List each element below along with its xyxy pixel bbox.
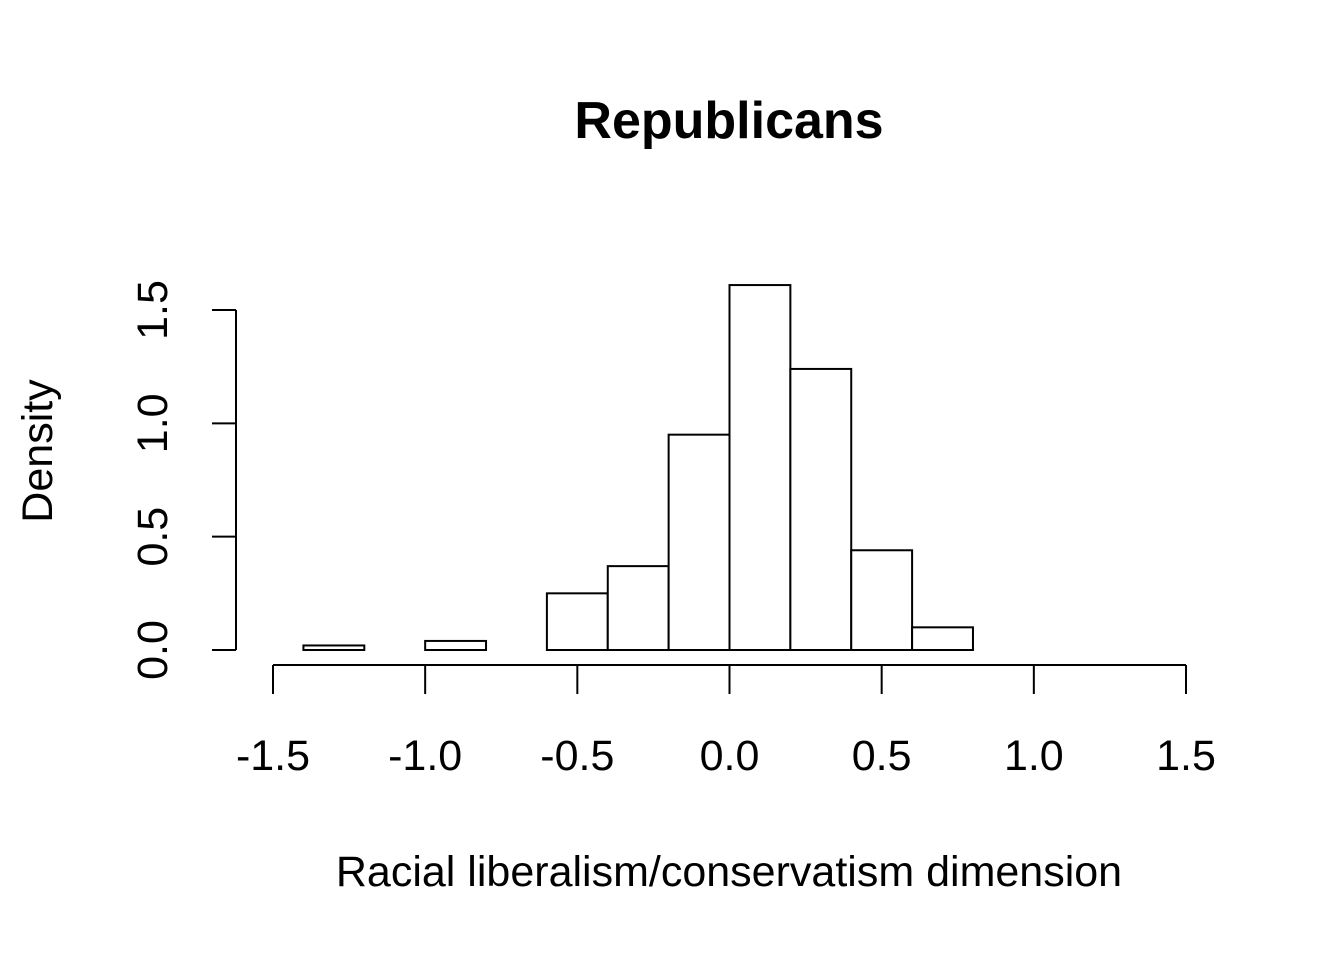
y-tick-label: 1.0: [129, 393, 177, 453]
y-tick-label: 0.5: [129, 507, 177, 567]
x-axis-ticks: -1.5 -1.0 -0.5 0.0 0.5 1.0 1.5: [236, 665, 1216, 780]
histogram-bar: [667, 433, 731, 651]
x-tick-label: 0.5: [852, 732, 912, 780]
y-axis-ticks: 0.0 0.5 1.0 1.5: [129, 280, 236, 680]
histogram-bar: [606, 565, 670, 652]
histogram-bar: [911, 626, 974, 651]
chart-title: Republicans: [574, 92, 883, 150]
y-axis-label: Density: [14, 379, 62, 523]
x-tick-label: 1.0: [1004, 732, 1064, 780]
x-tick-label: -0.5: [540, 732, 614, 780]
histogram-bar: [728, 284, 792, 651]
y-tick-label: 1.5: [129, 280, 177, 340]
histogram-bar: [545, 592, 609, 651]
histogram-bars: [302, 284, 974, 652]
histogram-bar: [789, 367, 853, 651]
histogram-bar: [850, 549, 914, 651]
histogram-bar: [424, 639, 488, 652]
histogram-bar: [302, 644, 366, 652]
x-tick-label: 0.0: [700, 732, 760, 780]
x-tick-label: -1.5: [236, 732, 310, 780]
x-tick-label: -1.0: [388, 732, 462, 780]
y-tick-label: 0.0: [129, 620, 177, 680]
x-tick-label: 1.5: [1156, 732, 1216, 780]
x-axis-label: Racial liberalism/conservatism dimension: [336, 848, 1122, 896]
